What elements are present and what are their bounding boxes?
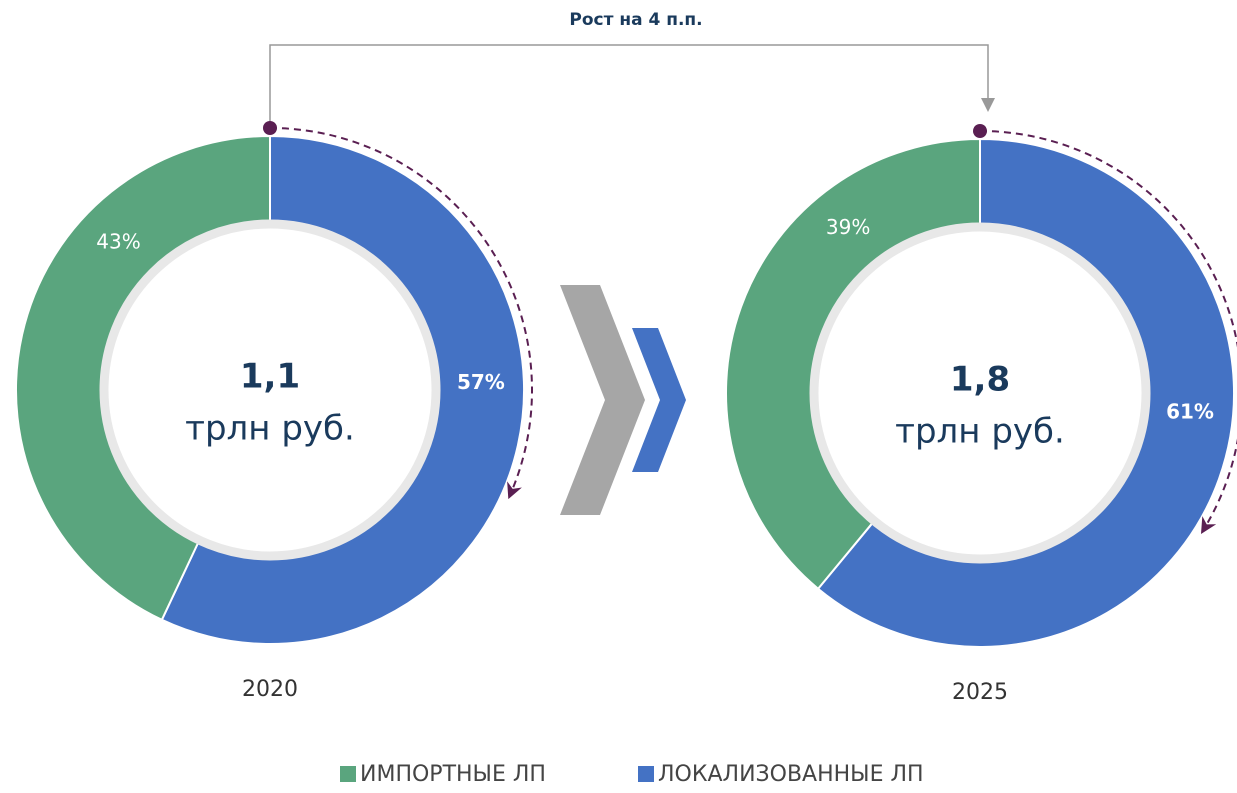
connector-arrow	[981, 98, 995, 112]
chevron	[560, 285, 645, 515]
connector	[269, 44, 989, 130]
center-circle	[809, 222, 1151, 564]
donuts: 57% 43% 1,1 трлн руб. 2020 61% 39% 1,8 трлн руб.…	[15, 121, 1237, 705]
legend-swatch	[340, 766, 356, 782]
value-label: 39%	[826, 215, 870, 239]
value-label: 57%	[457, 370, 505, 394]
legend-swatch	[638, 766, 654, 782]
legend-text: ИМПОРТНЫЕ ЛП	[360, 762, 546, 787]
chevron	[632, 328, 686, 472]
year-label: 2025	[952, 680, 1008, 705]
center-value: 1,8	[950, 360, 1010, 400]
legend-text: ЛОКАЛИЗОВАННЫЕ ЛП	[658, 762, 924, 787]
annotation: Рост на 4 п.п.	[569, 10, 702, 30]
share-arc	[979, 130, 1237, 534]
year-label: 2020	[242, 677, 298, 702]
center-circle	[99, 219, 441, 561]
center-value: 1,1	[240, 357, 300, 397]
value-label: 43%	[96, 230, 140, 254]
value-label: 61%	[1166, 400, 1214, 424]
share-arc	[269, 127, 533, 500]
legend: ИМПОРТНЫЕ ЛП ЛОКАЛИЗОВАННЫЕ ЛП	[340, 762, 924, 787]
center-unit: трлн руб.	[895, 412, 1065, 452]
center-unit: трлн руб.	[185, 409, 355, 449]
